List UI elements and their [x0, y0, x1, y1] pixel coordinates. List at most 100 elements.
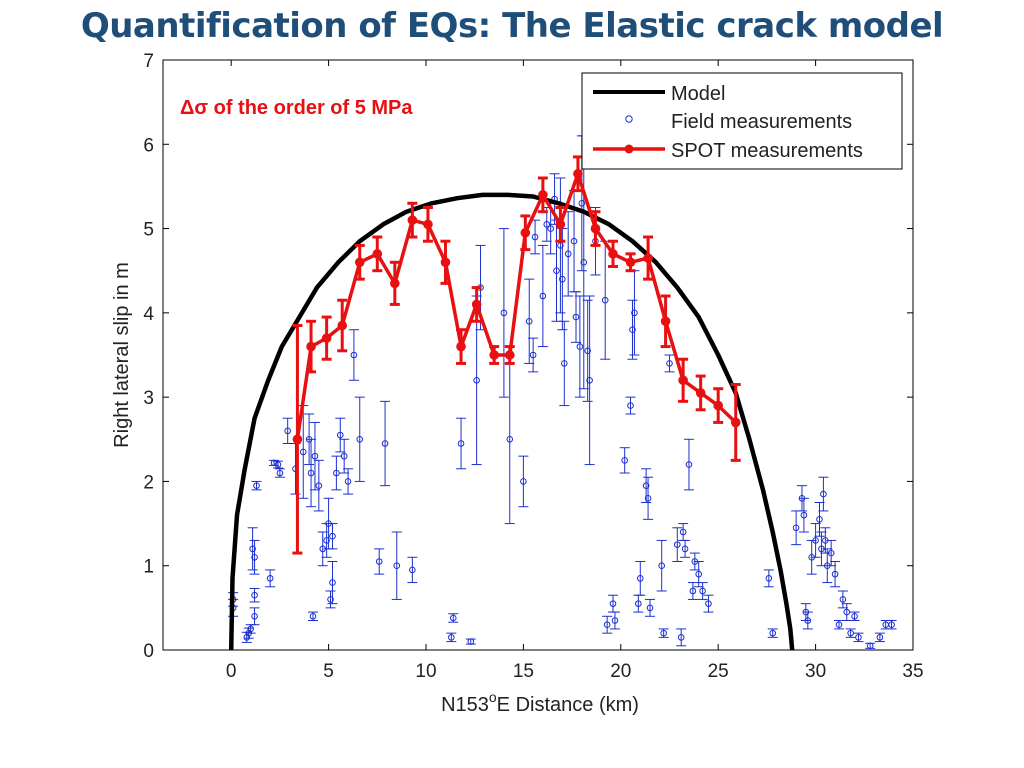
- field-point: [580, 258, 588, 266]
- field-point: [547, 225, 554, 232]
- field-point: [323, 537, 330, 544]
- field-point: [812, 537, 819, 544]
- x-tick-label: 25: [708, 661, 729, 682]
- spot-point: [555, 219, 566, 230]
- field-point: [381, 440, 389, 447]
- field-point: [679, 528, 687, 536]
- field-point: [586, 376, 593, 384]
- field-point: [681, 545, 689, 553]
- annotation-text: Δσ of the order of 5 MPa: [180, 97, 413, 119]
- field-point: [560, 360, 568, 367]
- spot-point: [372, 249, 383, 259]
- field-point: [251, 553, 258, 561]
- field-point: [344, 478, 352, 485]
- x-axis-label-prefix: N153: [441, 694, 489, 716]
- x-axis-label-suffix: E Distance (km): [497, 694, 639, 716]
- spot-point: [678, 375, 688, 386]
- y-axis-label: Right lateral slip in m: [111, 262, 133, 448]
- field-point: [473, 376, 480, 384]
- field-point: [699, 587, 706, 595]
- field-point: [765, 575, 773, 582]
- field-point: [243, 634, 251, 641]
- field-point: [603, 621, 611, 629]
- field-point: [851, 612, 858, 620]
- spot-point: [390, 278, 400, 289]
- field-point: [695, 570, 703, 578]
- spot-point: [321, 333, 332, 343]
- y-tick-label: 5: [143, 220, 154, 241]
- field-point: [448, 634, 455, 641]
- spot-point: [504, 350, 515, 360]
- spot-line: [295, 172, 737, 440]
- spot-point: [590, 223, 601, 234]
- field-point: [642, 482, 650, 489]
- spot-point: [608, 249, 618, 259]
- y-tick-label: 6: [143, 135, 154, 156]
- field-point: [284, 427, 291, 435]
- legend-field-marker: [625, 115, 633, 123]
- field-point: [660, 629, 667, 637]
- legend: Model Field measurements SPOT measuremen…: [581, 72, 903, 170]
- field-point: [820, 490, 827, 498]
- y-tick-label: 7: [143, 51, 154, 72]
- field-point: [816, 516, 823, 523]
- x-tick-label: 10: [415, 661, 436, 682]
- field-point: [635, 600, 642, 607]
- spot-point: [354, 257, 365, 268]
- y-tick-label: 4: [143, 304, 154, 325]
- spot-point: [306, 341, 316, 352]
- plot-frame: [162, 59, 914, 651]
- field-point: [393, 562, 401, 570]
- field-point: [584, 347, 591, 355]
- field-point: [270, 459, 278, 467]
- x-axis-label-sup: o: [489, 689, 497, 705]
- legend-model-label: Model: [671, 83, 725, 105]
- spot-point: [660, 316, 671, 327]
- field-point: [677, 634, 685, 641]
- spot-point: [713, 400, 723, 411]
- field-point: [457, 440, 465, 447]
- field-point: [529, 351, 537, 359]
- spot-point: [423, 219, 433, 230]
- field-point: [804, 617, 812, 624]
- y-tick-label: 1: [143, 557, 154, 578]
- spot-point: [489, 350, 499, 360]
- field-point: [539, 292, 547, 300]
- field-point: [876, 634, 884, 641]
- field-point: [673, 541, 681, 548]
- field-point: [329, 579, 336, 586]
- field-point: [646, 604, 654, 612]
- field-point: [839, 596, 847, 603]
- field-point: [251, 612, 258, 620]
- field-point: [658, 562, 666, 570]
- field-point: [685, 461, 693, 468]
- spot-point: [471, 299, 482, 310]
- field-point: [627, 402, 634, 409]
- field-point: [307, 469, 315, 477]
- field-point: [251, 591, 258, 599]
- spot-point: [625, 257, 636, 268]
- model-line: [228, 192, 795, 651]
- field-point: [409, 566, 416, 574]
- field-point: [705, 600, 712, 607]
- svg-text:N153oE Distance (km): N153oE Distance (km): [441, 689, 639, 716]
- field-point: [500, 309, 508, 317]
- field-point: [601, 296, 609, 304]
- x-tick-label: 15: [513, 661, 534, 682]
- y-tick-label: 2: [143, 472, 154, 493]
- spot-point: [292, 434, 303, 445]
- y-tick-label: 0: [143, 641, 154, 662]
- x-axis-label: N153oE Distance (km): [441, 689, 639, 716]
- field-measurements: [228, 135, 897, 650]
- field-point: [336, 431, 344, 439]
- field-point: [769, 629, 777, 637]
- field-point: [520, 478, 527, 485]
- field-point: [564, 250, 572, 258]
- field-point: [666, 360, 673, 367]
- field-point: [525, 317, 533, 325]
- field-point: [559, 275, 566, 283]
- legend-spot-marker: [624, 144, 634, 154]
- field-point: [531, 233, 539, 241]
- x-tick-label: 30: [805, 661, 826, 682]
